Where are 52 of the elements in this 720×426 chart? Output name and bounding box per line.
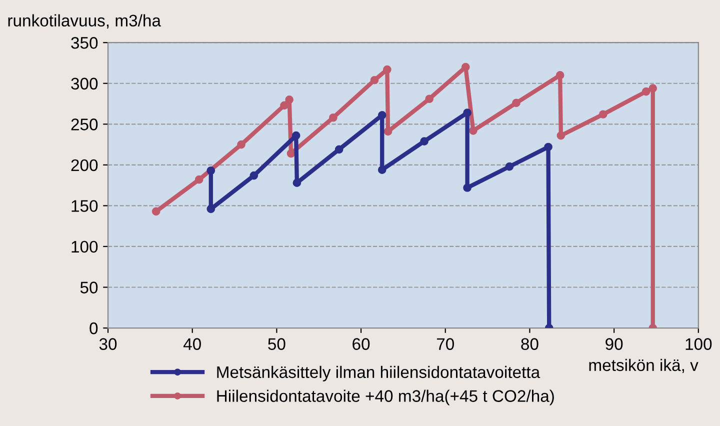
y-tick-label: 200 xyxy=(71,159,98,172)
x-tick-label: 30 xyxy=(99,338,117,350)
y-tick-label: 300 xyxy=(71,78,98,90)
point xyxy=(152,207,160,216)
y-tick-label: 250 xyxy=(71,118,98,130)
point xyxy=(292,178,302,188)
point xyxy=(648,84,658,92)
point xyxy=(505,162,514,171)
point xyxy=(556,71,564,80)
point xyxy=(425,94,434,104)
point xyxy=(378,166,386,174)
point xyxy=(250,171,258,180)
point xyxy=(383,65,392,74)
point xyxy=(280,101,288,110)
point xyxy=(206,166,216,175)
x-axis-title: metsikön ikä, v xyxy=(589,358,698,374)
point xyxy=(463,108,472,117)
x-tick-label: 80 xyxy=(521,338,538,350)
point xyxy=(286,149,296,158)
point xyxy=(370,76,379,84)
x-tick-label: 60 xyxy=(352,338,370,350)
point xyxy=(463,184,472,192)
y-tick-label: 350 xyxy=(71,37,98,49)
point xyxy=(544,142,552,152)
x-tick-label: 40 xyxy=(183,338,201,350)
point xyxy=(237,140,246,149)
point xyxy=(461,62,470,72)
point xyxy=(292,131,300,140)
point xyxy=(556,131,566,140)
point xyxy=(469,126,478,135)
point xyxy=(512,98,520,108)
x-tick-label: 50 xyxy=(268,338,286,350)
point xyxy=(384,127,392,136)
point xyxy=(206,204,216,214)
point xyxy=(329,113,338,122)
x-tick-label: 100 xyxy=(686,338,712,350)
legend-label: Metsänkäsittely ilman hiilensidontatavoitetta xyxy=(217,366,540,382)
point xyxy=(334,145,344,154)
y-tick-label: 50 xyxy=(80,282,98,294)
y-tick-label: 100 xyxy=(72,240,98,253)
y-tick-label: 150 xyxy=(72,200,98,212)
x-tick-label: 70 xyxy=(436,338,454,350)
y-axis-title: runkotilavuus, m3/ha xyxy=(8,14,161,28)
point xyxy=(642,87,650,96)
legend-label: Hiilensidontatavoite +40 m3/ha(+45 t CO2/ha) xyxy=(217,390,554,406)
point xyxy=(285,96,294,104)
point xyxy=(598,110,608,119)
point xyxy=(420,137,428,146)
x-tick-label: 90 xyxy=(606,338,623,350)
point xyxy=(378,111,386,120)
point xyxy=(194,175,204,184)
y-tick-label: 0 xyxy=(90,322,98,334)
